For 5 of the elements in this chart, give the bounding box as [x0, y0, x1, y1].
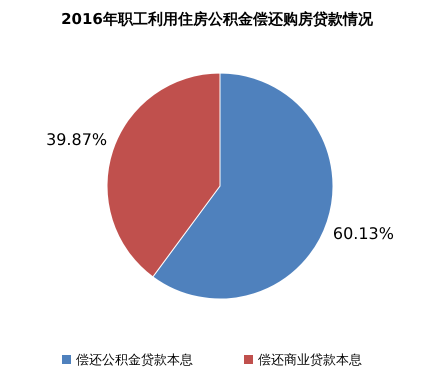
legend-label: 偿还商业贷款本息	[258, 353, 362, 368]
chart-title: 2016年职工利用住房公积金偿还购房贷款情况	[61, 10, 374, 28]
legend-label: 偿还公积金贷款本息	[76, 353, 193, 368]
data-label: 39.87%	[46, 130, 108, 149]
data-label: 60.13%	[332, 224, 394, 244]
